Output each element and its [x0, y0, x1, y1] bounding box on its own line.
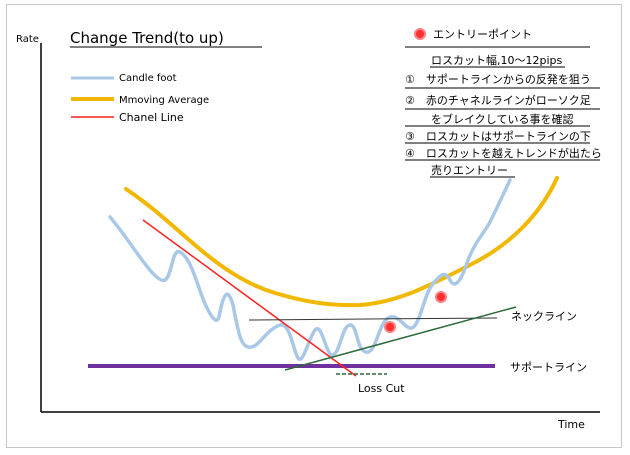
series-candle-foot [108, 178, 512, 361]
legend-label-moving-average: Mmoving Average [119, 95, 209, 106]
note-1: ① サポートラインからの反発を狙う [405, 73, 591, 86]
x-axis-label: Time [557, 418, 585, 431]
entry-marker-1 [384, 321, 396, 333]
entry-point-legend: エントリーポイント [414, 28, 532, 41]
note-loss-cut-width: ロスカット幅,10～12pips [431, 54, 563, 67]
entry-point-label: エントリーポイント [433, 28, 532, 41]
legend-label-chanel-line: Chanel Line [119, 111, 184, 124]
note-4-continued: 売りエントリー [431, 164, 508, 177]
series-moving-average [124, 176, 559, 308]
entry-marker-2 [435, 291, 447, 303]
legend: Candle foot Mmoving Average Chanel Line [71, 73, 209, 124]
y-axis-label: Rate [16, 34, 39, 45]
note-2-continued: をブレイクしている事を確認 [431, 113, 574, 126]
chart-title: Change Trend(to up) [70, 29, 224, 47]
loss-cut-label: Loss Cut [358, 382, 405, 395]
note-3: ③ ロスカットはサポートラインの下 [405, 130, 591, 143]
neckline-trend [284, 306, 517, 371]
note-2: ② 赤のチャネルラインがローソク足 [405, 94, 591, 107]
legend-label-candle-foot: Candle foot [119, 73, 177, 84]
support-line-label: サポートライン [510, 361, 587, 374]
neckline-horizontal [248, 317, 498, 321]
note-4: ④ ロスカットを越えトレンドが出たら [405, 147, 602, 160]
series-chanel-line [142, 219, 357, 377]
neckline-label: ネックライン [511, 310, 577, 323]
